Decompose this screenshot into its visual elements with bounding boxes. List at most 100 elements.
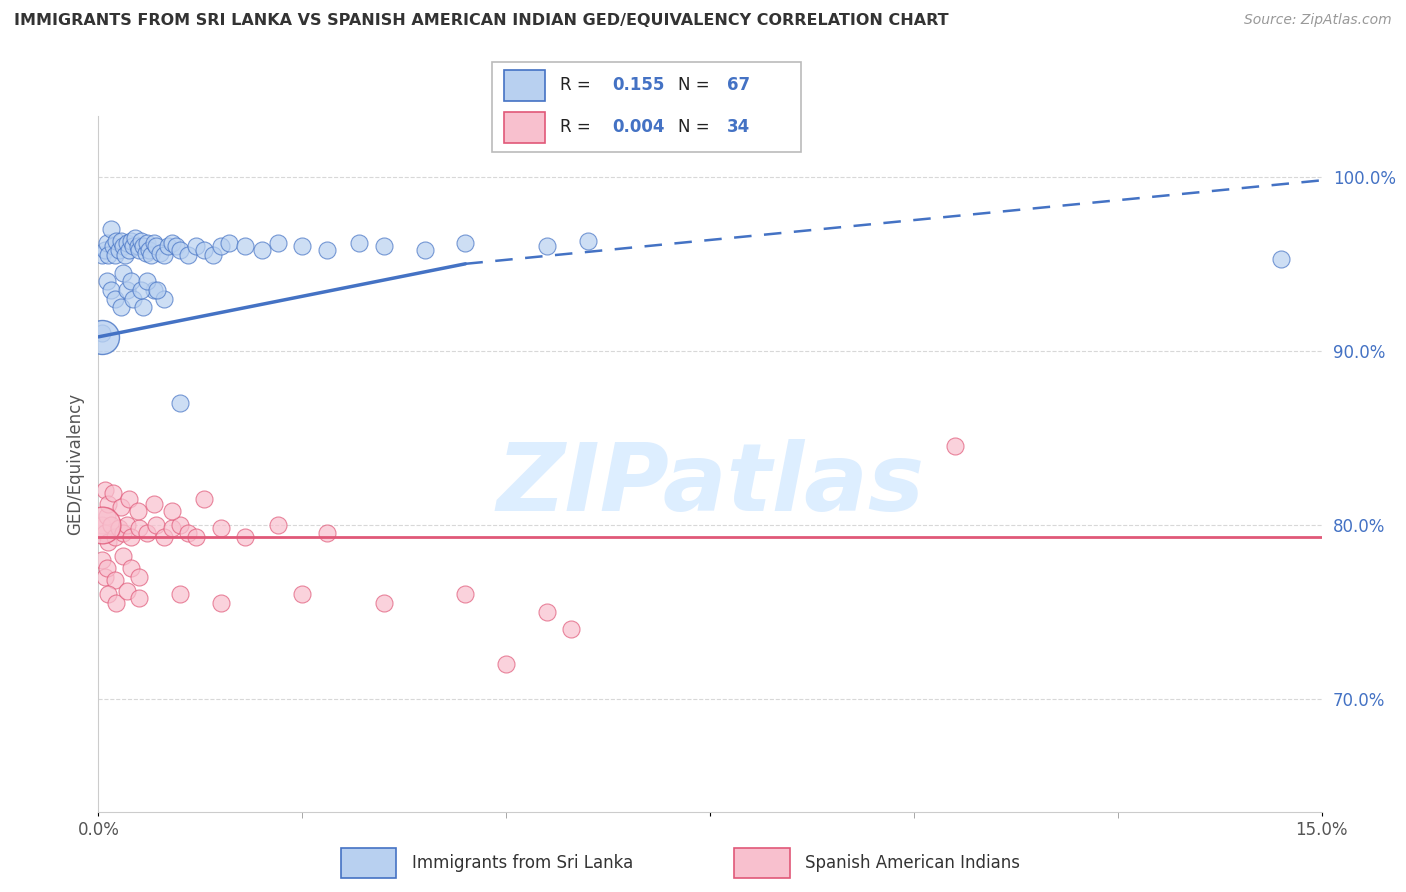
Point <box>115 283 138 297</box>
Y-axis label: GED/Equivalency: GED/Equivalency <box>66 392 84 535</box>
FancyBboxPatch shape <box>340 848 396 878</box>
Point <box>124 231 146 245</box>
Point <box>177 248 200 262</box>
Point <box>160 504 183 518</box>
Point <box>97 587 120 601</box>
Point <box>108 521 131 535</box>
Point <box>120 561 142 575</box>
Point <box>560 622 582 636</box>
Point <box>128 243 150 257</box>
Point <box>104 530 127 544</box>
Point <box>536 239 558 253</box>
Point <box>201 248 224 262</box>
Point <box>120 530 142 544</box>
Point <box>193 243 215 257</box>
Point <box>118 243 141 257</box>
Point <box>118 491 141 506</box>
Point <box>100 517 122 532</box>
Point <box>291 587 314 601</box>
Point <box>152 530 174 544</box>
Point <box>104 292 127 306</box>
Point <box>267 517 290 532</box>
Point <box>114 248 136 262</box>
Point <box>413 243 436 257</box>
Point <box>152 248 174 262</box>
Point <box>129 234 152 248</box>
Point <box>142 235 165 250</box>
Point <box>101 239 124 253</box>
Point <box>127 239 149 253</box>
Point <box>110 500 132 515</box>
Point <box>91 248 114 262</box>
Point <box>373 239 395 253</box>
Point <box>94 526 117 541</box>
Point <box>101 486 124 500</box>
Point <box>138 243 160 257</box>
Point <box>111 266 134 280</box>
Point <box>120 274 142 288</box>
Point <box>177 526 200 541</box>
Point <box>142 283 165 297</box>
Point <box>105 234 128 248</box>
Point <box>209 596 232 610</box>
Text: R =: R = <box>560 118 596 136</box>
Point <box>186 239 208 253</box>
Point <box>136 235 159 250</box>
Point <box>121 239 143 253</box>
Point <box>536 605 558 619</box>
Text: N =: N = <box>678 118 714 136</box>
Point <box>142 497 165 511</box>
Point <box>120 234 142 248</box>
Point <box>94 243 117 257</box>
Point <box>233 239 256 253</box>
Point <box>97 248 120 262</box>
Point <box>96 274 118 288</box>
Point <box>128 570 150 584</box>
Point <box>96 508 118 523</box>
Point <box>111 549 134 563</box>
Point <box>1270 252 1292 266</box>
Point <box>145 517 167 532</box>
Point <box>97 535 120 549</box>
Point <box>349 235 371 250</box>
Point <box>129 283 152 297</box>
Point <box>146 283 169 297</box>
Point <box>233 530 256 544</box>
Point <box>121 292 143 306</box>
Point <box>495 657 517 671</box>
Point <box>291 239 314 253</box>
Point <box>209 521 232 535</box>
Text: 67: 67 <box>727 76 751 95</box>
Point <box>165 239 187 253</box>
Point <box>128 591 150 605</box>
Point <box>100 283 122 297</box>
Point <box>136 526 159 541</box>
Text: Source: ZipAtlas.com: Source: ZipAtlas.com <box>1244 13 1392 28</box>
Point <box>100 222 122 236</box>
Text: 0.155: 0.155 <box>613 76 665 95</box>
Point <box>169 396 191 410</box>
FancyBboxPatch shape <box>734 848 790 878</box>
Point <box>250 243 273 257</box>
Point <box>96 235 118 250</box>
Point <box>315 526 337 541</box>
FancyBboxPatch shape <box>505 70 544 101</box>
Text: N =: N = <box>678 76 714 95</box>
Point <box>104 574 127 588</box>
Point <box>91 552 114 566</box>
Point <box>110 300 132 314</box>
Point <box>454 587 477 601</box>
Point <box>111 526 134 541</box>
Point <box>169 517 191 532</box>
Text: 34: 34 <box>727 118 751 136</box>
Point <box>169 243 191 257</box>
Point <box>91 330 114 344</box>
Point <box>454 235 477 250</box>
Point <box>141 248 163 262</box>
Point <box>127 504 149 518</box>
Point <box>96 561 118 575</box>
Text: Immigrants from Sri Lanka: Immigrants from Sri Lanka <box>412 854 633 872</box>
Point <box>115 235 138 250</box>
Text: IMMIGRANTS FROM SRI LANKA VS SPANISH AMERICAN INDIAN GED/EQUIVALENCY CORRELATION: IMMIGRANTS FROM SRI LANKA VS SPANISH AME… <box>14 13 949 29</box>
Point <box>105 596 128 610</box>
